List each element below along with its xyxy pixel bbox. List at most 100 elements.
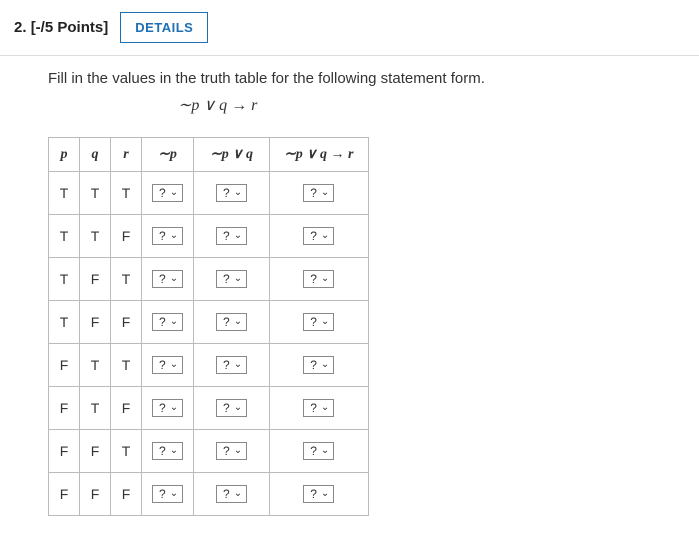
select-notp-row4[interactable]: ?⌄ <box>152 356 183 374</box>
select-full-row7[interactable]: ?⌄ <box>303 485 334 503</box>
statement-expression: ∼p ∨ q → r <box>178 95 699 115</box>
select-full-row2[interactable]: ?⌄ <box>303 270 334 288</box>
select-placeholder: ? <box>223 186 230 200</box>
cell-notp-or-q: ?⌄ <box>194 215 270 258</box>
cell-full: ?⌄ <box>270 301 368 344</box>
select-placeholder: ? <box>159 315 166 329</box>
cell-notp-or-q: ?⌄ <box>194 344 270 387</box>
select-full-row5[interactable]: ?⌄ <box>303 399 334 417</box>
select-notp-or-q-row6[interactable]: ?⌄ <box>216 442 247 460</box>
cell-notp: ?⌄ <box>142 344 194 387</box>
select-full-row3[interactable]: ?⌄ <box>303 313 334 331</box>
cell-p: T <box>49 215 80 258</box>
col-notp: ∼p <box>142 138 194 172</box>
select-placeholder: ? <box>159 186 166 200</box>
cell-notp-or-q: ?⌄ <box>194 430 270 473</box>
cell-full: ?⌄ <box>270 172 368 215</box>
select-placeholder: ? <box>223 487 230 501</box>
chevron-down-icon: ⌄ <box>170 445 178 457</box>
select-full-row1[interactable]: ?⌄ <box>303 227 334 245</box>
cell-q: F <box>80 258 111 301</box>
select-placeholder: ? <box>310 358 317 372</box>
select-placeholder: ? <box>223 444 230 458</box>
question-body: Fill in the values in the truth table fo… <box>0 56 699 536</box>
select-placeholder: ? <box>223 358 230 372</box>
select-notp-or-q-row1[interactable]: ?⌄ <box>216 227 247 245</box>
table-row: FTF?⌄?⌄?⌄ <box>49 387 369 430</box>
select-notp-or-q-row5[interactable]: ?⌄ <box>216 399 247 417</box>
instruction-text: Fill in the values in the truth table fo… <box>48 70 699 87</box>
cell-p: T <box>49 258 80 301</box>
select-placeholder: ? <box>159 444 166 458</box>
cell-q: F <box>80 430 111 473</box>
select-notp-or-q-row4[interactable]: ?⌄ <box>216 356 247 374</box>
select-placeholder: ? <box>223 401 230 415</box>
truth-table: p q r ∼p ∼p ∨ q ∼p ∨ q → r TTT?⌄?⌄?⌄TTF?… <box>48 137 369 516</box>
cell-full: ?⌄ <box>270 430 368 473</box>
chevron-down-icon: ⌄ <box>234 316 242 328</box>
chevron-down-icon: ⌄ <box>170 402 178 414</box>
chevron-down-icon: ⌄ <box>170 359 178 371</box>
chevron-down-icon: ⌄ <box>170 316 178 328</box>
cell-notp-or-q: ?⌄ <box>194 172 270 215</box>
chevron-down-icon: ⌄ <box>321 445 329 457</box>
select-notp-or-q-row0[interactable]: ?⌄ <box>216 184 247 202</box>
select-placeholder: ? <box>310 487 317 501</box>
cell-r: F <box>111 473 142 516</box>
col-p: p <box>49 138 80 172</box>
select-placeholder: ? <box>159 229 166 243</box>
select-placeholder: ? <box>223 272 230 286</box>
cell-q: T <box>80 215 111 258</box>
chevron-down-icon: ⌄ <box>321 488 329 500</box>
select-placeholder: ? <box>310 229 317 243</box>
question-header: 2. [-/5 Points] DETAILS <box>0 0 699 56</box>
chevron-down-icon: ⌄ <box>234 488 242 500</box>
cell-notp: ?⌄ <box>142 387 194 430</box>
cell-p: F <box>49 387 80 430</box>
select-notp-or-q-row2[interactable]: ?⌄ <box>216 270 247 288</box>
select-notp-or-q-row7[interactable]: ?⌄ <box>216 485 247 503</box>
cell-full: ?⌄ <box>270 387 368 430</box>
cell-q: T <box>80 387 111 430</box>
chevron-down-icon: ⌄ <box>321 187 329 199</box>
col-q: q <box>80 138 111 172</box>
cell-r: T <box>111 172 142 215</box>
table-row: TTT?⌄?⌄?⌄ <box>49 172 369 215</box>
cell-p: T <box>49 172 80 215</box>
cell-r: T <box>111 344 142 387</box>
select-placeholder: ? <box>310 186 317 200</box>
select-notp-row2[interactable]: ?⌄ <box>152 270 183 288</box>
select-full-row6[interactable]: ?⌄ <box>303 442 334 460</box>
select-notp-row0[interactable]: ?⌄ <box>152 184 183 202</box>
chevron-down-icon: ⌄ <box>170 230 178 242</box>
table-row: FFF?⌄?⌄?⌄ <box>49 473 369 516</box>
cell-p: F <box>49 344 80 387</box>
select-placeholder: ? <box>159 358 166 372</box>
cell-notp: ?⌄ <box>142 430 194 473</box>
select-notp-row6[interactable]: ?⌄ <box>152 442 183 460</box>
select-notp-or-q-row3[interactable]: ?⌄ <box>216 313 247 331</box>
select-notp-row1[interactable]: ?⌄ <box>152 227 183 245</box>
select-full-row0[interactable]: ?⌄ <box>303 184 334 202</box>
table-row: TFF?⌄?⌄?⌄ <box>49 301 369 344</box>
cell-r: F <box>111 301 142 344</box>
cell-notp-or-q: ?⌄ <box>194 301 270 344</box>
cell-full: ?⌄ <box>270 344 368 387</box>
cell-r: F <box>111 215 142 258</box>
cell-q: T <box>80 344 111 387</box>
select-placeholder: ? <box>223 315 230 329</box>
cell-notp: ?⌄ <box>142 215 194 258</box>
cell-q: T <box>80 172 111 215</box>
table-row: FFT?⌄?⌄?⌄ <box>49 430 369 473</box>
select-full-row4[interactable]: ?⌄ <box>303 356 334 374</box>
select-notp-row7[interactable]: ?⌄ <box>152 485 183 503</box>
cell-q: F <box>80 473 111 516</box>
cell-notp-or-q: ?⌄ <box>194 473 270 516</box>
select-notp-row3[interactable]: ?⌄ <box>152 313 183 331</box>
qnum-points: [-/5 Points] <box>31 19 109 36</box>
select-notp-row5[interactable]: ?⌄ <box>152 399 183 417</box>
details-button[interactable]: DETAILS <box>120 12 208 43</box>
chevron-down-icon: ⌄ <box>321 316 329 328</box>
table-row: TFT?⌄?⌄?⌄ <box>49 258 369 301</box>
select-placeholder: ? <box>310 315 317 329</box>
